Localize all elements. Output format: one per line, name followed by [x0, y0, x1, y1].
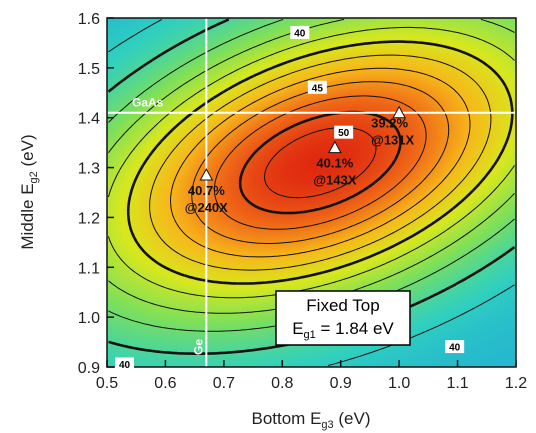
contour-line [126, 40, 514, 285]
contour-line [170, 67, 471, 258]
x-tick-label: 0.8 [271, 375, 293, 392]
contour-label-bg [307, 80, 327, 94]
y-tick-label: 1.1 [78, 260, 100, 277]
data-point-efficiency: 40.7% [188, 183, 225, 198]
contour-label-bg [334, 125, 354, 139]
x-tick-label: 0.9 [330, 375, 352, 392]
data-point-efficiency: 40.1% [316, 156, 353, 171]
contour-line [264, 127, 377, 199]
data-point-concentration: @240X [185, 200, 228, 215]
data-point-marker [392, 105, 406, 119]
contour-label-bg [445, 340, 465, 354]
data-point-marker [328, 140, 342, 154]
x-axis-ticks: 0.5 0.6 0.7 0.8 0.9 1.0 1.1 1.2 [96, 360, 527, 392]
data-point-concentration: @143X [313, 173, 356, 188]
reference-label-gaas: GaAs [132, 96, 164, 110]
contour-label: 40 [119, 360, 131, 371]
x-tick-label: 0.5 [96, 375, 118, 392]
contour-label: 40 [449, 343, 461, 354]
y-tick-label: 1.4 [78, 111, 100, 128]
contour-label-bg [290, 25, 310, 39]
contour-labels: 40 45 50 40 40 [115, 25, 465, 371]
contour-line [108, 26, 515, 299]
data-point-concentration: @131X [371, 133, 414, 148]
data-point-efficiency: 39.2% [371, 116, 408, 131]
x-tick-label: 1.0 [388, 375, 410, 392]
y-tick-label: 1.2 [78, 210, 100, 227]
data-points: 40.7% @240X 40.1% @143X 39.2% @131X [185, 105, 415, 215]
y-tick-label: 1.5 [78, 61, 100, 78]
contour-line [213, 95, 427, 230]
data-point-marker [199, 168, 214, 181]
x-tick-label: 1.1 [446, 375, 468, 392]
x-axis-label: Bottom Eg3 (eV) [251, 409, 370, 431]
fixed-top-label: Fixed Top [306, 296, 379, 315]
plot-frame [106, 17, 517, 368]
contour-label-bg [115, 357, 135, 371]
y-tick-label: 1.0 [78, 310, 100, 327]
y-axis-label: Middle Eg2 (eV) [18, 134, 40, 249]
contour-line [108, 19, 515, 366]
y-axis-ticks: 0.9 1.0 1.1 1.2 1.3 1.4 1.5 1.6 [78, 11, 114, 377]
contour-label: 50 [338, 128, 350, 139]
y-tick-label: 1.3 [78, 161, 100, 178]
y-tick-label: 1.6 [78, 11, 100, 28]
reference-lines: GaAs Ge [107, 18, 516, 367]
contour-label: 45 [312, 83, 324, 94]
x-tick-label: 0.7 [213, 375, 235, 392]
y-tick-label: 0.9 [78, 360, 100, 377]
reference-label-ge: Ge [191, 339, 205, 355]
contour-line [149, 54, 492, 271]
x-tick-label: 0.6 [154, 375, 176, 392]
fixed-top-box: Fixed Top Eg1 = 1.84 eV [275, 290, 411, 346]
contour-label: 40 [294, 28, 306, 39]
x-tick-label: 1.2 [505, 375, 527, 392]
fixed-top-eg1: Eg1 = 1.84 eV [292, 319, 394, 341]
